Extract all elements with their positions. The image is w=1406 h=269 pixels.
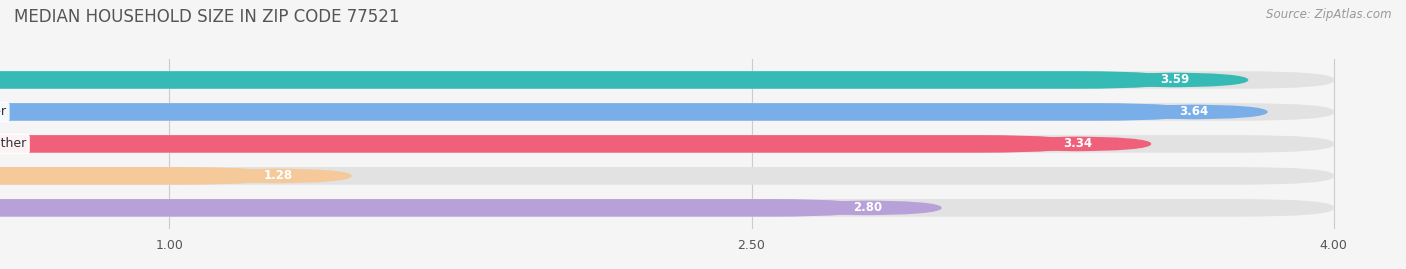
FancyBboxPatch shape bbox=[204, 168, 352, 183]
FancyBboxPatch shape bbox=[794, 200, 942, 215]
FancyBboxPatch shape bbox=[0, 167, 1334, 185]
Text: MEDIAN HOUSEHOLD SIZE IN ZIP CODE 77521: MEDIAN HOUSEHOLD SIZE IN ZIP CODE 77521 bbox=[14, 8, 399, 26]
FancyBboxPatch shape bbox=[0, 71, 1334, 89]
FancyBboxPatch shape bbox=[0, 135, 1334, 153]
Text: Single Female/Mother: Single Female/Mother bbox=[0, 137, 27, 150]
Text: Single Male/Father: Single Male/Father bbox=[0, 105, 6, 118]
FancyBboxPatch shape bbox=[0, 199, 868, 217]
FancyBboxPatch shape bbox=[1004, 136, 1152, 151]
FancyBboxPatch shape bbox=[0, 167, 278, 185]
Text: 3.59: 3.59 bbox=[1160, 73, 1189, 86]
FancyBboxPatch shape bbox=[0, 103, 1334, 121]
Text: 3.34: 3.34 bbox=[1063, 137, 1092, 150]
Text: 3.64: 3.64 bbox=[1180, 105, 1209, 118]
Text: Source: ZipAtlas.com: Source: ZipAtlas.com bbox=[1267, 8, 1392, 21]
FancyBboxPatch shape bbox=[0, 103, 1194, 121]
FancyBboxPatch shape bbox=[1101, 72, 1249, 87]
FancyBboxPatch shape bbox=[0, 135, 1077, 153]
Text: 1.28: 1.28 bbox=[263, 169, 292, 182]
FancyBboxPatch shape bbox=[1121, 104, 1268, 119]
FancyBboxPatch shape bbox=[0, 199, 1334, 217]
FancyBboxPatch shape bbox=[0, 71, 1174, 89]
Text: 2.80: 2.80 bbox=[853, 201, 883, 214]
